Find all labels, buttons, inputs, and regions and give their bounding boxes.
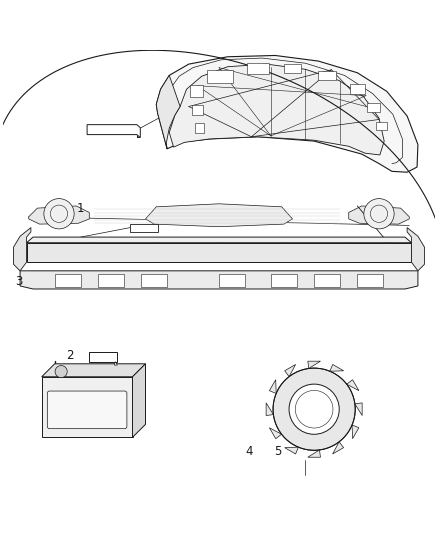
Polygon shape: [20, 271, 418, 289]
Polygon shape: [87, 125, 140, 138]
Polygon shape: [347, 379, 359, 391]
Polygon shape: [156, 55, 418, 172]
Polygon shape: [266, 403, 273, 416]
Bar: [314, 274, 340, 287]
Polygon shape: [285, 447, 298, 454]
Circle shape: [364, 199, 394, 229]
Polygon shape: [27, 243, 411, 262]
FancyBboxPatch shape: [47, 391, 127, 429]
Polygon shape: [14, 228, 31, 271]
Polygon shape: [355, 403, 362, 416]
Bar: [219, 274, 245, 287]
Bar: [350, 84, 365, 94]
Text: 4: 4: [246, 445, 253, 458]
Polygon shape: [308, 450, 321, 457]
Bar: [367, 103, 380, 112]
Bar: [247, 63, 269, 74]
Bar: [89, 352, 117, 361]
Circle shape: [55, 366, 67, 378]
Bar: [42, 377, 133, 437]
Polygon shape: [169, 64, 384, 155]
Polygon shape: [269, 379, 276, 393]
Polygon shape: [333, 442, 344, 454]
Polygon shape: [269, 428, 282, 439]
Bar: [376, 122, 387, 130]
Polygon shape: [407, 228, 424, 271]
Polygon shape: [133, 364, 145, 437]
Bar: [98, 274, 124, 287]
Circle shape: [44, 199, 74, 229]
Polygon shape: [349, 206, 409, 224]
Text: 1: 1: [77, 201, 85, 215]
Circle shape: [273, 368, 355, 450]
Bar: [271, 274, 297, 287]
Bar: [141, 274, 167, 287]
Text: 5: 5: [274, 445, 281, 458]
Polygon shape: [42, 364, 145, 377]
Polygon shape: [145, 204, 293, 227]
Polygon shape: [114, 361, 117, 365]
Text: 3: 3: [15, 275, 23, 288]
Polygon shape: [352, 425, 359, 439]
Bar: [318, 70, 336, 80]
Bar: [357, 274, 383, 287]
Bar: [195, 123, 204, 133]
Bar: [207, 70, 233, 83]
Polygon shape: [156, 75, 180, 149]
Polygon shape: [285, 365, 296, 377]
Text: 2: 2: [66, 349, 74, 362]
Bar: [284, 63, 301, 73]
Bar: [192, 104, 203, 115]
Polygon shape: [308, 361, 321, 368]
Polygon shape: [29, 206, 89, 224]
Polygon shape: [330, 365, 344, 372]
Polygon shape: [27, 237, 411, 243]
Bar: [191, 85, 202, 98]
Bar: [55, 274, 81, 287]
Polygon shape: [131, 224, 159, 232]
Circle shape: [289, 384, 339, 434]
